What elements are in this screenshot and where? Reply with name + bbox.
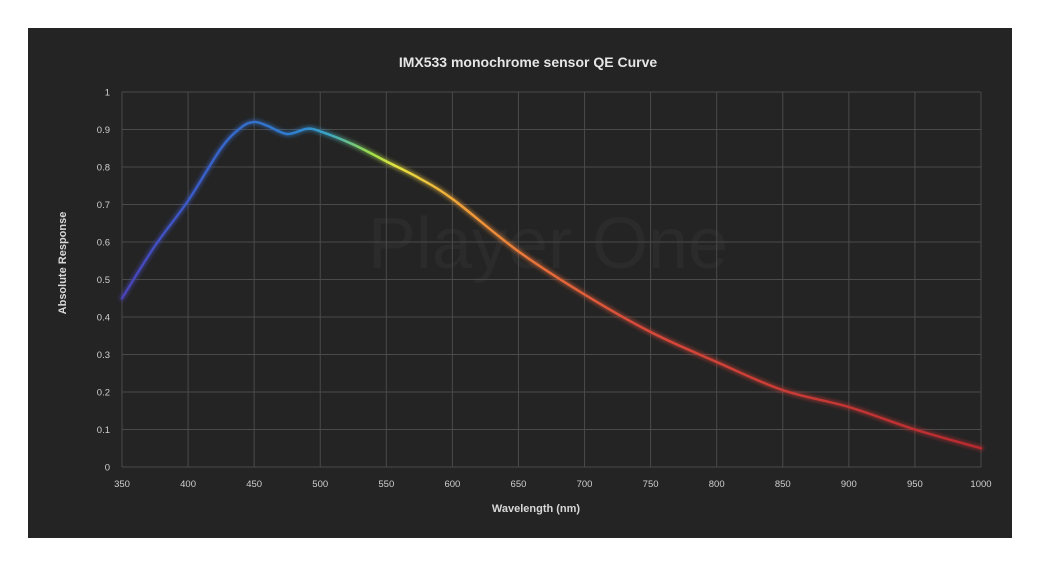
y-tick-label: 0.5: [97, 275, 110, 286]
y-tick-label: 0.9: [97, 125, 110, 136]
x-axis-label: Wavelength (nm): [492, 503, 581, 515]
y-tick-label: 0.7: [97, 200, 110, 211]
chart-title: IMX533 monochrome sensor QE Curve: [399, 54, 658, 70]
y-tick-label: 0.8: [97, 163, 110, 174]
x-tick-label: 650: [511, 479, 527, 490]
x-tick-label: 450: [246, 479, 262, 490]
y-tick-label: 0.4: [97, 313, 110, 324]
x-tick-label: 350: [114, 479, 130, 490]
x-tick-label: 800: [709, 479, 725, 490]
series-line-qe: [120, 120, 983, 450]
chart-panel: Player One 350 400 450 500 550 600 650 700 750 80…: [28, 28, 1012, 538]
qe-curve-chart: Player One 350 400 450 500 550 600 650 700 750 80…: [57, 54, 992, 515]
x-tick-label: 550: [378, 479, 394, 490]
x-tick-label: 400: [180, 479, 196, 490]
x-tick-label: 1000: [970, 479, 991, 490]
x-tick-label: 500: [312, 479, 328, 490]
y-tick-label: 0.3: [97, 350, 110, 361]
x-tick-label: 700: [577, 479, 593, 490]
x-tick-label: 750: [643, 479, 659, 490]
y-tick-label: 0: [105, 463, 110, 474]
x-tick-label: 900: [841, 479, 857, 490]
y-tick-label: 0.2: [97, 388, 110, 399]
y-axis-label: Absolute Response: [57, 212, 69, 315]
series-line-glow: [119, 118, 984, 452]
x-tick-label: 950: [907, 479, 923, 490]
x-tick-label: 600: [444, 479, 460, 490]
y-tick-label: 0.1: [97, 425, 110, 436]
y-tick-label: 0.6: [97, 238, 110, 249]
x-tick-label: 850: [775, 479, 791, 490]
y-tick-label: 1: [105, 88, 110, 99]
